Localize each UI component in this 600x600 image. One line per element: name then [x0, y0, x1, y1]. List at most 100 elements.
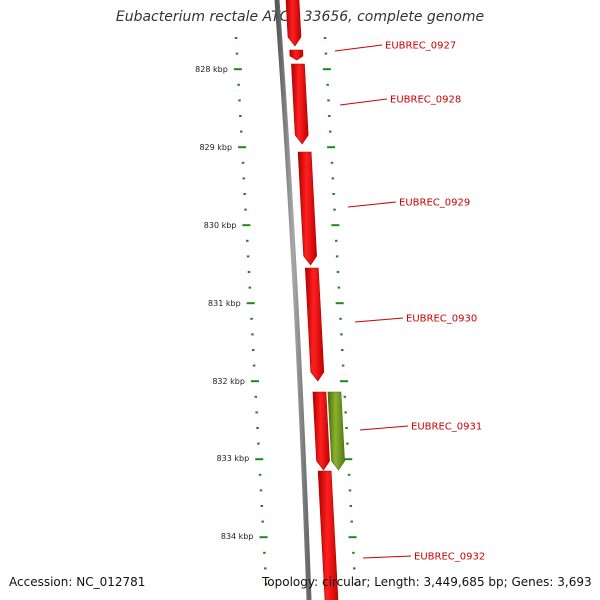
minor-tick-left	[239, 130, 243, 133]
minor-tick-left	[244, 208, 247, 211]
gene-label-leader	[359, 425, 409, 431]
major-tick-right	[344, 458, 353, 461]
gene-label-eubrec_0927[interactable]: EUBREC_0927	[385, 41, 456, 52]
gene-label-leader	[347, 201, 397, 208]
minor-tick-left	[250, 317, 253, 320]
minor-tick-right	[343, 395, 347, 398]
minor-tick-right	[332, 193, 335, 195]
scale-tick-label: 831 kbp	[208, 299, 241, 308]
scale-tick-label: 830 kbp	[204, 221, 237, 230]
minor-tick-left	[252, 364, 256, 367]
minor-tick-right	[349, 505, 353, 507]
minor-tick-left	[259, 489, 263, 492]
minor-tick-right	[323, 37, 327, 39]
minor-tick-right	[350, 520, 353, 523]
minor-tick-left	[238, 99, 241, 102]
minor-tick-left	[234, 37, 238, 39]
minor-tick-right	[328, 130, 332, 133]
minor-tick-right	[336, 271, 340, 273]
minor-tick-right	[348, 489, 352, 492]
minor-tick-right	[353, 567, 356, 570]
minor-tick-right	[353, 583, 357, 585]
gene-feature-eubrec_0932[interactable]	[317, 470, 339, 600]
minor-tick-left	[257, 442, 260, 445]
gene-label-eubrec_0930[interactable]: EUBREC_0930	[406, 314, 477, 325]
gene-label-eubrec_0929[interactable]: EUBREC_0929	[399, 198, 470, 209]
major-tick-right	[348, 536, 357, 539]
gene-feature-eubrec_0927[interactable]	[285, 0, 302, 47]
major-tick-left	[246, 302, 255, 305]
scale-tick-label: 834 kbp	[221, 532, 254, 541]
gene-label-leader	[362, 555, 412, 559]
minor-tick-left	[264, 583, 268, 585]
minor-tick-left	[242, 177, 246, 180]
minor-tick-right	[346, 442, 349, 445]
minor-tick-left	[245, 239, 249, 242]
minor-tick-right	[345, 427, 348, 429]
minor-tick-right	[340, 333, 343, 336]
minor-tick-right	[341, 364, 345, 367]
major-tick-right	[331, 224, 340, 227]
major-tick-left	[259, 536, 268, 539]
scale-tick-label: 828 kbp	[195, 65, 228, 74]
minor-tick-right	[334, 239, 338, 242]
gene-feature-eubrec_0932[interactable]	[312, 391, 330, 471]
genome-backbone	[274, 0, 312, 600]
scale-tick-label: 833 kbp	[217, 454, 250, 463]
gene-label-eubrec_0928[interactable]: EUBREC_0928	[390, 95, 461, 106]
major-tick-left	[233, 68, 242, 71]
gene-feature-eubrec_0931[interactable]	[327, 391, 345, 471]
minor-tick-right	[324, 52, 328, 55]
minor-tick-right	[352, 551, 355, 554]
minor-tick-right	[335, 255, 339, 258]
minor-tick-left	[261, 520, 264, 523]
gene-feature-eubrec_0927[interactable]	[289, 49, 304, 61]
gene-label-eubrec_0932[interactable]: EUBREC_0932	[414, 552, 485, 563]
major-tick-left	[255, 458, 264, 461]
minor-tick-left	[258, 473, 262, 476]
gene-label-leader	[334, 44, 383, 52]
major-tick-left	[238, 146, 247, 149]
gene-feature-eubrec_0929[interactable]	[297, 151, 317, 266]
minor-tick-right	[331, 177, 335, 180]
minor-tick-right	[344, 411, 347, 414]
minor-tick-left	[246, 255, 250, 258]
accession-text: Accession: NC_012781	[9, 575, 146, 589]
minor-tick-right	[333, 208, 336, 211]
minor-tick-left	[247, 271, 251, 273]
minor-tick-left	[248, 286, 252, 289]
minor-tick-left	[251, 333, 254, 336]
gene-feature-eubrec_0930[interactable]	[304, 267, 325, 382]
minor-tick-left	[254, 395, 258, 398]
minor-tick-left	[243, 193, 246, 195]
minor-tick-left	[237, 83, 240, 86]
minor-tick-left	[241, 161, 245, 164]
minor-tick-left	[255, 411, 258, 414]
minor-tick-left	[256, 427, 259, 429]
gene-label-leader	[354, 317, 404, 323]
genome-summary-text: Topology: circular; Length: 3,449,685 bp…	[262, 575, 592, 589]
major-tick-right	[327, 146, 336, 149]
gene-label-leader	[339, 98, 388, 106]
minor-tick-left	[239, 115, 242, 117]
minor-tick-right	[328, 115, 331, 117]
minor-tick-right	[341, 349, 344, 351]
scale-tick-label: 829 kbp	[199, 143, 232, 152]
minor-tick-left	[263, 551, 266, 554]
minor-tick-right	[330, 161, 334, 164]
major-tick-left	[250, 380, 259, 383]
major-tick-right	[339, 380, 348, 383]
minor-tick-left	[264, 567, 267, 570]
major-tick-right	[335, 302, 344, 305]
minor-tick-left	[260, 505, 264, 507]
minor-tick-right	[339, 317, 342, 320]
major-tick-left	[242, 224, 251, 227]
gene-label-eubrec_0931[interactable]: EUBREC_0931	[411, 422, 482, 433]
minor-tick-right	[327, 99, 330, 102]
scale-tick-label: 832 kbp	[212, 377, 245, 386]
minor-tick-right	[337, 286, 341, 289]
major-tick-right	[322, 68, 331, 71]
minor-tick-right	[326, 83, 329, 86]
gene-feature-eubrec_0928[interactable]	[291, 63, 309, 145]
